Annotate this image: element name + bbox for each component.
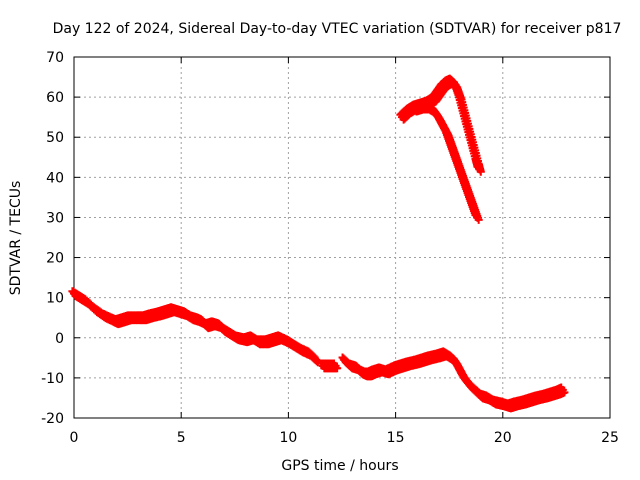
series-segment-12.6-15 — [338, 353, 402, 381]
x-tick-label: 15 — [387, 430, 405, 446]
series-main-trace — [68, 287, 322, 367]
series-upper-arc-a — [396, 74, 485, 176]
data-point — [560, 388, 569, 397]
data-point — [329, 359, 338, 368]
grid-lines — [74, 57, 610, 418]
x-tick-label: 20 — [494, 430, 512, 446]
x-tick-label: 10 — [279, 430, 297, 446]
axis-ticks: 0 5 10 15 20 25 -20 -10 0 10 20 30 40 50 60 70 — [41, 50, 619, 446]
y-tick-label: 0 — [55, 331, 64, 347]
series-segment-15-23 — [390, 347, 569, 413]
y-tick-label: 30 — [46, 210, 64, 226]
chart-title: Day 122 of 2024, Sidereal Day-to-day VTE… — [53, 21, 622, 37]
data-point — [474, 215, 483, 224]
y-tick-label: 50 — [46, 130, 64, 146]
series-upper-arc-b — [409, 100, 483, 224]
x-tick-label: 5 — [177, 430, 186, 446]
plot-frame — [73, 56, 611, 419]
y-tick-label: 10 — [46, 291, 64, 307]
y-tick-label: 40 — [46, 170, 64, 186]
data-point — [557, 383, 566, 392]
data-point — [476, 167, 485, 176]
x-axis-label: GPS time / hours — [281, 458, 398, 474]
y-tick-label: -10 — [41, 371, 64, 387]
x-tick-label: 25 — [601, 430, 619, 446]
data-point — [333, 364, 342, 373]
data-point — [473, 162, 482, 171]
data-markers — [68, 74, 569, 413]
series-segment-11-12 — [317, 359, 342, 373]
data-point — [310, 353, 319, 362]
y-tick-label: 70 — [46, 50, 64, 66]
x-tick-label: 0 — [70, 430, 79, 446]
data-point — [471, 211, 480, 220]
y-tick-label: 20 — [46, 251, 64, 267]
y-tick-label: 60 — [46, 90, 64, 106]
y-axis-label: SDTVAR / TECUs — [8, 181, 24, 296]
y-tick-label: -20 — [41, 411, 64, 427]
